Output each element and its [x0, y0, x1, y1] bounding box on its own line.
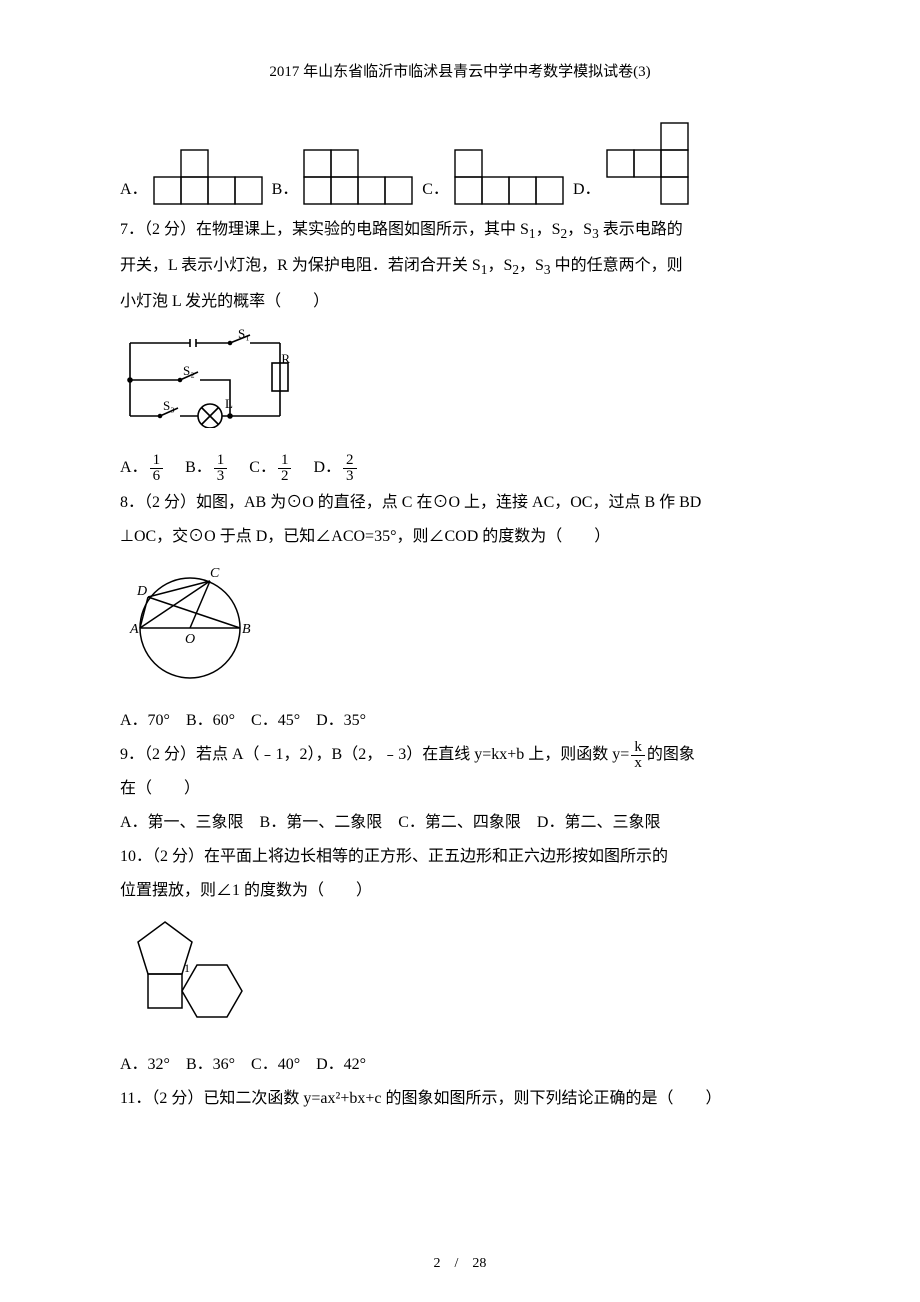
page-footer: 2 / 28: [0, 1252, 920, 1272]
q6-opt-c-label: C．: [422, 174, 449, 208]
svg-text:C: C: [210, 566, 220, 581]
svg-text:A: A: [129, 622, 139, 637]
q6-opt-a-label: A．: [120, 174, 148, 208]
q10-line1: 10．（2 分）在平面上将边长相等的正方形、正五边形和正六边形按如图所示的: [120, 841, 800, 873]
q6-opt-b-label: B．: [272, 174, 299, 208]
q8-line2: ⊥OC，交⊙O 于点 D，已知∠ACO=35°，则∠COD 的度数为（ ）: [120, 521, 800, 553]
q6-net-d: [605, 121, 691, 208]
q9-line2: 在（ ）: [120, 773, 800, 805]
q11-line1: 11．（2 分）已知二次函数 y=ax²+bx+c 的图象如图所示，则下列结论正…: [120, 1083, 800, 1115]
svg-text:S₃: S₃: [163, 398, 175, 413]
body: A． B．: [120, 121, 800, 1115]
q6-options: A． B．: [120, 121, 800, 208]
q10-options: A．32° B．36° C．40° D．42°: [120, 1049, 800, 1081]
svg-text:L: L: [225, 396, 233, 411]
svg-text:1: 1: [184, 961, 190, 975]
q7-line3: 小灯泡 L 发光的概率（ ）: [120, 286, 800, 318]
q7-line1: 7．（2 分）在物理课上，某实验的电路图如图所示，其中 S1，S2，S3 表示电…: [120, 214, 800, 248]
svg-text:S₂: S₂: [183, 363, 195, 378]
svg-text:D: D: [136, 584, 147, 599]
q7-options: A．16 B．13 C．12 D．23: [120, 450, 800, 485]
q9-line1: 9．（2 分）若点 A（﹣1，2），B（2，﹣3）在直线 y=kx+b 上，则函…: [120, 739, 800, 771]
q8-line1: 8．（2 分）如图，AB 为⊙O 的直径，点 C 在⊙O 上，连接 AC，OC，…: [120, 487, 800, 519]
q6-opt-d-label: D．: [573, 174, 601, 208]
q8-circle-diagram: A B C D O: [120, 563, 800, 695]
q7-line2: 开关，L 表示小灯泡，R 为保护电阻．若闭合开关 S1，S2，S3 中的任意两个…: [120, 250, 800, 284]
svg-text:R: R: [281, 351, 290, 366]
svg-text:S₁: S₁: [238, 328, 250, 341]
q9-options: A．第一、三象限 B．第一、二象限 C．第二、四象限 D．第二、三象限: [120, 807, 800, 839]
q6-net-b: [302, 148, 414, 208]
q10-line2: 位置摆放，则∠1 的度数为（ ）: [120, 875, 800, 907]
svg-text:O: O: [185, 632, 195, 647]
q10-shapes-diagram: 1: [120, 917, 800, 1039]
page-header: 2017 年山东省临沂市临沭县青云中学中考数学模拟试卷(3): [120, 60, 800, 81]
q6-net-a: [152, 148, 264, 208]
q7-circuit-diagram: S₁ S₂ S₃ R L: [120, 328, 800, 440]
q8-options: A．70° B．60° C．45° D．35°: [120, 705, 800, 737]
svg-text:B: B: [242, 622, 251, 637]
q6-net-c: [453, 148, 565, 208]
